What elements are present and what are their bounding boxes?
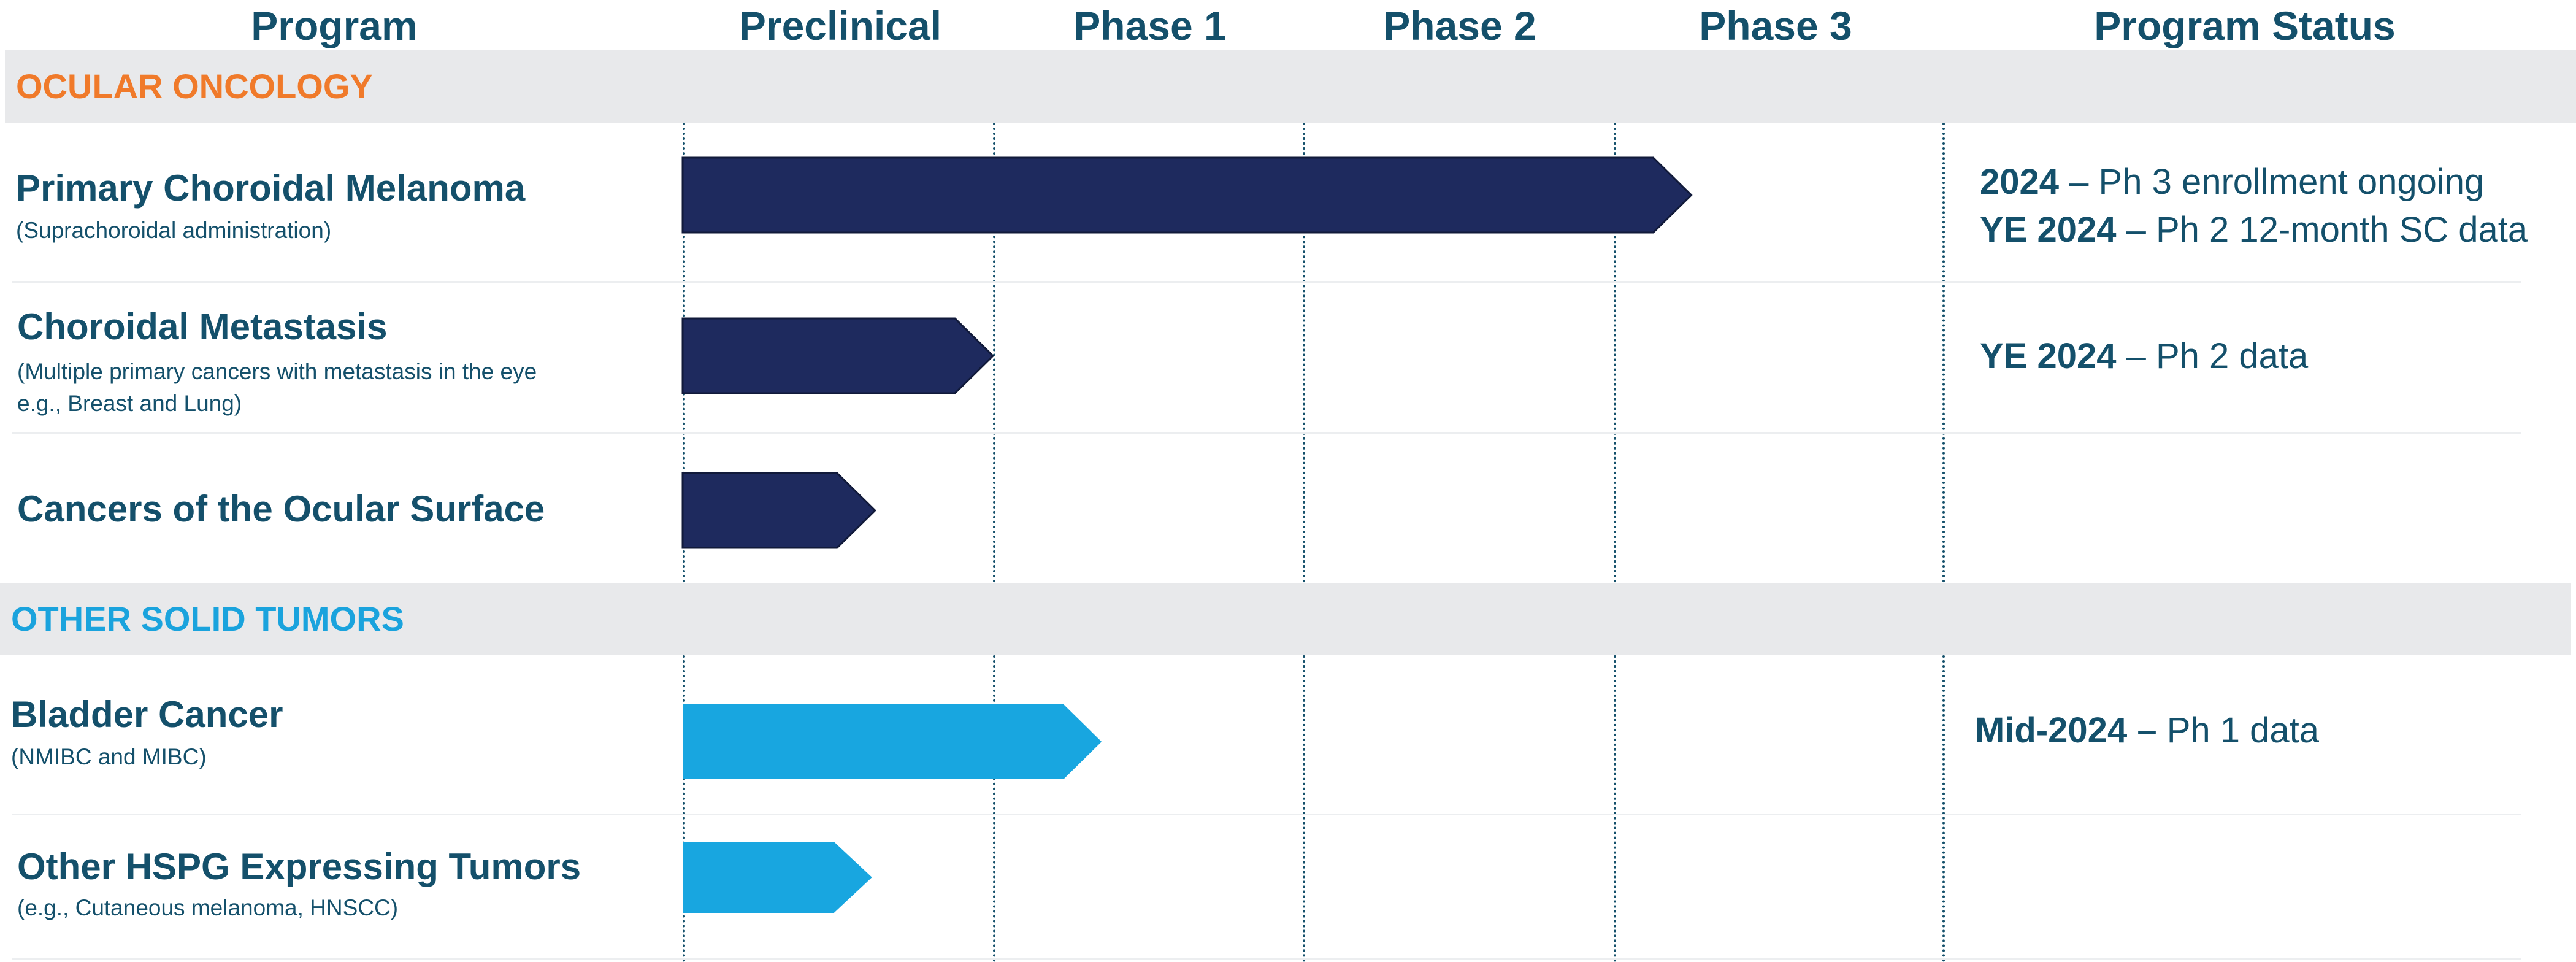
- program-name-choroidal-metastasis: Choroidal Metastasis: [17, 306, 388, 347]
- status-date: YE 2024: [1980, 336, 2117, 376]
- section-label-other-solid-tumors: OTHER SOLID TUMORS: [11, 599, 404, 638]
- column-header-preclinical: Preclinical: [738, 3, 942, 48]
- status-text: – Ph 2 data: [2116, 336, 2309, 376]
- section-label-ocular-oncology: OCULAR ONCOLOGY: [16, 67, 373, 106]
- status-text: Ph 1 data: [2156, 710, 2320, 750]
- program-subtitle: (Suprachoroidal administration): [16, 218, 332, 243]
- row-separator: [12, 281, 2521, 283]
- program-name-primary-choroidal-melanoma: Primary Choroidal Melanoma: [16, 167, 526, 209]
- progress-bar-other-hspg-expressing-tumors: [683, 842, 872, 913]
- status-line: YE 2024 – Ph 2 12-month SC data: [1980, 206, 2528, 254]
- program-name-other-hspg-expressing-tumors: Other HSPG Expressing Tumors: [17, 846, 581, 887]
- progress-bar-choroidal-metastasis: [681, 317, 995, 394]
- status-line: YE 2024 – Ph 2 data: [1980, 333, 2308, 380]
- progress-bar-primary-choroidal-melanoma: [681, 156, 1693, 234]
- program-name-bladder-cancer: Bladder Cancer: [11, 694, 283, 735]
- program-subtitle-line1: (Multiple primary cancers with metastasi…: [17, 359, 537, 384]
- program-subtitle: (NMIBC and MIBC): [11, 744, 207, 769]
- progress-bar-bladder-cancer: [683, 704, 1102, 779]
- program-subtitle: (e.g., Cutaneous melanoma, HNSCC): [17, 895, 399, 920]
- column-header-program: Program: [251, 3, 418, 48]
- program-subtitle-line2: e.g., Breast and Lung): [17, 391, 242, 416]
- status-line: 2024 – Ph 3 enrollment ongoing: [1980, 158, 2484, 206]
- status-text: – Ph 2 12-month SC data: [2116, 210, 2528, 250]
- divider-phase3-start: [1614, 655, 1616, 962]
- program-name-cancers-of-the-ocular-surface: Cancers of the Ocular Surface: [17, 488, 545, 529]
- divider-phase1-start: [993, 655, 995, 962]
- status-line: Mid-2024 – Ph 1 data: [1975, 707, 2319, 755]
- column-header-phase2: Phase 2: [1383, 3, 1536, 48]
- divider-phase3-start: [1614, 123, 1616, 583]
- divider-status-start: [1942, 655, 1945, 962]
- status-date: YE 2024: [1980, 210, 2117, 250]
- divider-preclinical-start: [683, 655, 685, 962]
- column-header-program-status: Program Status: [2094, 3, 2396, 48]
- row-separator: [12, 814, 2521, 815]
- divider-phase2-start: [1303, 123, 1305, 583]
- row-separator: [12, 958, 2521, 960]
- status-text: – Ph 3 enrollment ongoing: [2059, 162, 2485, 202]
- row-separator: [12, 432, 2521, 434]
- divider-phase1-start: [993, 123, 995, 583]
- column-header-phase1: Phase 1: [1073, 3, 1227, 48]
- column-header-phase3: Phase 3: [1699, 3, 1852, 48]
- section-band-other-solid-tumors: OTHER SOLID TUMORS: [0, 583, 2571, 655]
- section-band-ocular-oncology: OCULAR ONCOLOGY: [5, 50, 2576, 123]
- progress-bar-cancers-of-the-ocular-surface: [681, 472, 876, 549]
- divider-phase2-start: [1303, 655, 1305, 962]
- status-date: 2024: [1980, 162, 2060, 202]
- divider-status-start: [1942, 123, 1945, 583]
- status-date: Mid-2024 –: [1975, 710, 2157, 750]
